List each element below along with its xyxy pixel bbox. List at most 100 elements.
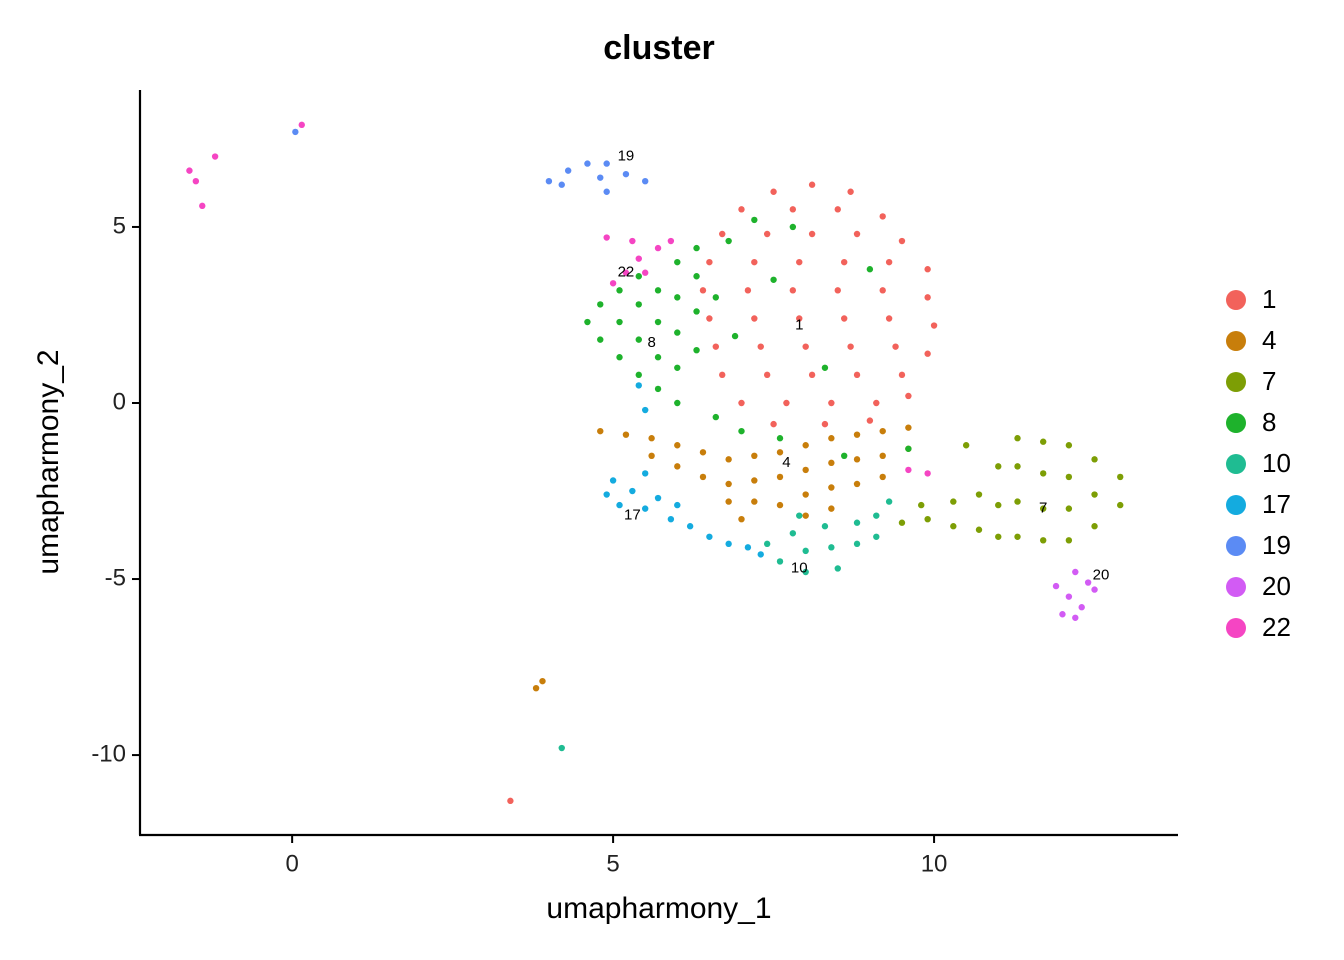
legend-label: 7 xyxy=(1262,366,1276,396)
point xyxy=(674,501,681,509)
point xyxy=(597,301,604,308)
x-tick-label: 5 xyxy=(606,850,619,877)
point xyxy=(796,258,803,266)
point xyxy=(1059,611,1066,618)
point xyxy=(1091,491,1098,498)
cluster-label: 17 xyxy=(624,507,641,524)
point xyxy=(667,515,675,523)
point xyxy=(789,206,797,213)
legend-marker xyxy=(1226,331,1246,351)
point xyxy=(641,470,649,477)
point xyxy=(641,505,649,512)
point xyxy=(995,533,1002,540)
point xyxy=(866,417,874,424)
legend-label: 4 xyxy=(1262,325,1276,355)
point xyxy=(924,294,931,301)
point xyxy=(609,280,617,287)
point xyxy=(808,371,816,379)
point xyxy=(1039,470,1047,477)
cluster-label: 8 xyxy=(647,334,655,351)
point xyxy=(834,565,841,572)
point xyxy=(1117,501,1124,509)
legend-label: 22 xyxy=(1262,612,1291,642)
point xyxy=(770,276,777,283)
chart-title: cluster xyxy=(603,29,715,67)
point xyxy=(738,206,745,213)
point xyxy=(635,371,642,379)
point xyxy=(725,456,732,463)
point xyxy=(763,371,771,379)
point xyxy=(751,258,758,266)
legend-label: 10 xyxy=(1262,448,1291,478)
point xyxy=(885,315,893,322)
point xyxy=(950,523,957,530)
point xyxy=(635,255,642,262)
point xyxy=(828,544,835,551)
point xyxy=(641,406,649,414)
point xyxy=(828,459,835,467)
point xyxy=(853,230,861,238)
point xyxy=(507,797,514,805)
point xyxy=(1065,593,1073,600)
point xyxy=(905,466,912,474)
x-axis-title: umapharmony_1 xyxy=(546,892,771,925)
plot-area: 19 22 8 1 4 17 10 7 20 xyxy=(186,121,1124,805)
point xyxy=(744,544,752,551)
point xyxy=(776,473,784,481)
point xyxy=(686,523,694,530)
point xyxy=(186,167,193,174)
point xyxy=(853,480,861,488)
y-tick-label: 0 xyxy=(113,388,126,415)
point xyxy=(789,530,797,537)
point xyxy=(879,427,886,435)
legend-label: 20 xyxy=(1262,571,1291,601)
point xyxy=(539,677,546,685)
point xyxy=(879,213,886,220)
point xyxy=(674,329,681,336)
cluster-label: 1 xyxy=(795,317,803,334)
point xyxy=(211,153,219,160)
point xyxy=(853,431,861,438)
point xyxy=(802,466,809,474)
point xyxy=(584,160,591,167)
point xyxy=(879,473,886,481)
point xyxy=(802,442,809,449)
cluster-label: 20 xyxy=(1093,566,1110,583)
point xyxy=(840,258,848,266)
point xyxy=(751,498,758,505)
point xyxy=(924,470,931,477)
point xyxy=(616,354,623,361)
point xyxy=(905,392,912,400)
point xyxy=(802,547,809,555)
point xyxy=(995,501,1002,509)
point xyxy=(603,160,610,167)
legend-label: 19 xyxy=(1262,530,1291,560)
point xyxy=(192,177,200,185)
point xyxy=(796,315,803,322)
point xyxy=(1091,456,1098,463)
point xyxy=(905,424,912,431)
point xyxy=(1014,435,1021,442)
point xyxy=(1072,614,1079,621)
point xyxy=(975,526,983,533)
point xyxy=(924,266,931,273)
point xyxy=(674,399,681,407)
point xyxy=(995,463,1002,470)
point xyxy=(1065,473,1073,481)
point xyxy=(1065,505,1073,512)
point xyxy=(648,435,655,442)
point xyxy=(584,318,591,326)
point xyxy=(789,287,797,294)
point xyxy=(930,322,938,329)
point xyxy=(770,420,777,428)
point xyxy=(853,540,861,548)
point xyxy=(629,237,636,245)
point xyxy=(840,452,848,460)
legend-label: 17 xyxy=(1262,489,1291,519)
point xyxy=(622,431,630,438)
point xyxy=(635,273,642,280)
point xyxy=(641,177,649,185)
legend-marker xyxy=(1226,577,1246,597)
point xyxy=(821,364,829,371)
